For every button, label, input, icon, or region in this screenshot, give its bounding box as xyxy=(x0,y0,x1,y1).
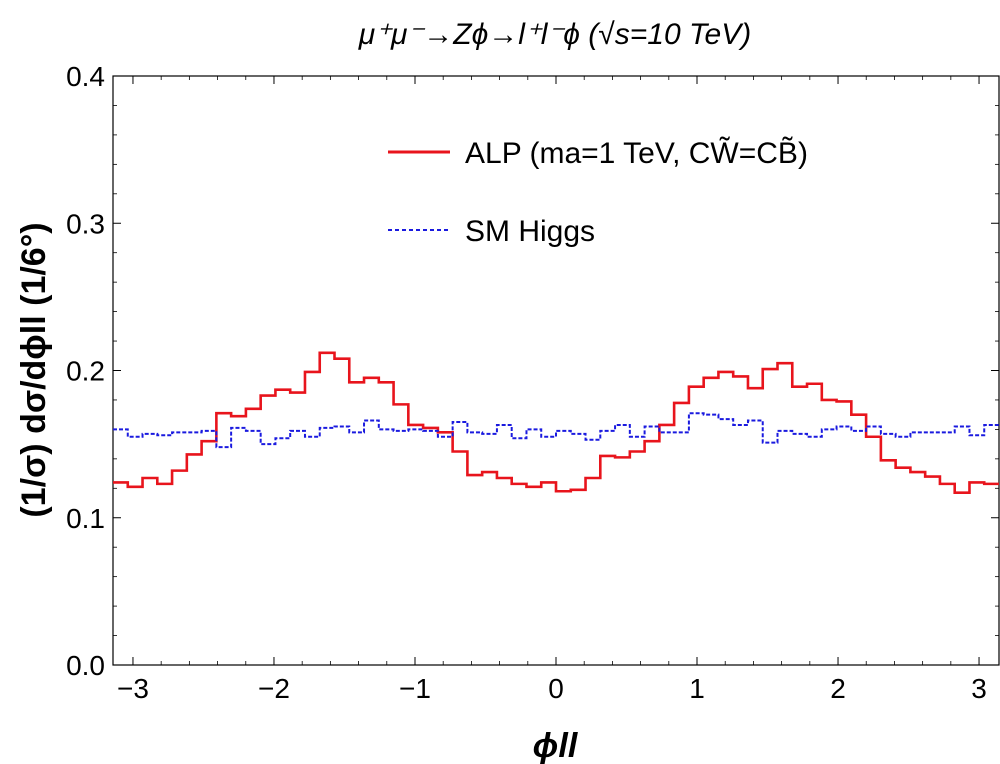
x-tick-label: 2 xyxy=(830,673,846,704)
x-axis-label: ϕll xyxy=(533,727,579,764)
alp-series-line xyxy=(113,351,999,495)
y-tick-label: 0.4 xyxy=(66,61,105,92)
y-axis-label: (1/σ) dσ/dϕll (1/6°) xyxy=(15,222,53,517)
legend: ALP (ma=1 TeV, CW̃=CB̃) SM Higgs xyxy=(388,137,808,248)
y-tick-label: 0.3 xyxy=(66,208,105,239)
chart-title: μ⁺μ⁻→Zϕ→l⁺l⁻ϕ (√s=10 TeV) xyxy=(358,18,752,51)
x-tick-label: 0 xyxy=(548,673,564,704)
plot-area xyxy=(112,75,1000,666)
y-tick-label: 0.2 xyxy=(66,356,105,387)
y-tick-label: 0.1 xyxy=(66,503,105,534)
y-tick-label: 0.0 xyxy=(66,650,105,681)
axis-ticks xyxy=(113,75,999,666)
x-tick-label: −1 xyxy=(399,673,431,704)
x-tick-label: 1 xyxy=(689,673,705,704)
legend-label-sm: SM Higgs xyxy=(465,215,595,248)
sm-higgs-series-line xyxy=(113,412,999,449)
legend-label-alp: ALP (ma=1 TeV, CW̃=CB̃) xyxy=(465,137,808,170)
series-layer xyxy=(113,351,999,495)
tick-labels: −3 −2 −1 0 1 2 3 0.0 0.1 0.2 0.3 0.4 xyxy=(66,61,987,704)
x-tick-label: 3 xyxy=(971,673,987,704)
x-tick-label: −3 xyxy=(117,673,149,704)
x-tick-label: −2 xyxy=(258,673,290,704)
